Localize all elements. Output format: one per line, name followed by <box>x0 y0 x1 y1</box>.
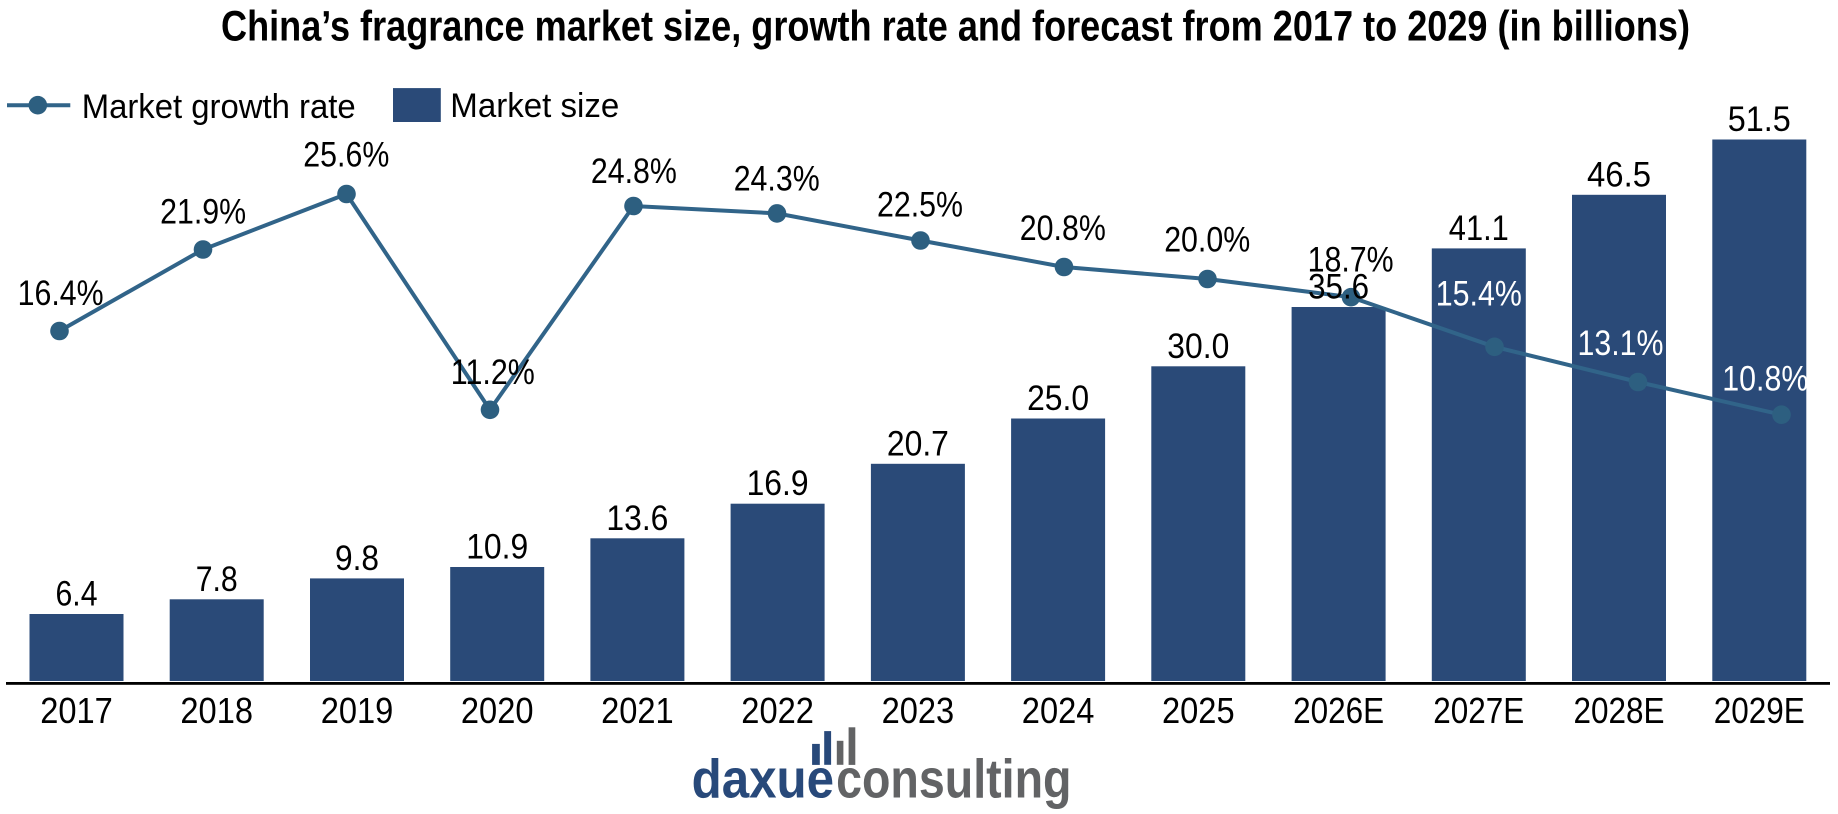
svg-text:China’s fragrance market size,: China’s fragrance market size, growth ra… <box>221 2 1690 50</box>
svg-text:2029E: 2029E <box>1714 690 1805 731</box>
svg-text:35.6: 35.6 <box>1308 268 1369 307</box>
svg-text:41.1: 41.1 <box>1449 209 1509 248</box>
svg-text:13.1%: 13.1% <box>1578 324 1664 363</box>
svg-text:6.4: 6.4 <box>56 575 98 614</box>
svg-text:21.9%: 21.9% <box>160 193 246 232</box>
svg-text:15.4%: 15.4% <box>1436 274 1522 313</box>
svg-text:2023: 2023 <box>882 690 955 731</box>
svg-text:18.7%: 18.7% <box>1308 240 1394 279</box>
svg-text:2027E: 2027E <box>1433 690 1524 731</box>
svg-text:10.8%: 10.8% <box>1722 359 1808 398</box>
svg-text:24.8%: 24.8% <box>591 152 677 191</box>
svg-text:24.3%: 24.3% <box>734 160 820 199</box>
svg-text:2028E: 2028E <box>1574 690 1665 731</box>
svg-text:Market size: Market size <box>450 87 619 125</box>
svg-text:10.9: 10.9 <box>466 528 528 567</box>
svg-text:9.8: 9.8 <box>335 539 379 578</box>
svg-text:25.0: 25.0 <box>1027 379 1089 418</box>
svg-text:20.8%: 20.8% <box>1020 209 1106 248</box>
svg-text:2022: 2022 <box>741 690 814 731</box>
svg-text:16.9: 16.9 <box>747 464 809 503</box>
svg-text:46.5: 46.5 <box>1587 155 1651 194</box>
svg-text:2024: 2024 <box>1022 690 1095 731</box>
svg-text:Market growth rate: Market growth rate <box>82 88 356 126</box>
svg-text:2020: 2020 <box>461 690 534 731</box>
svg-text:11.2%: 11.2% <box>451 353 535 392</box>
svg-text:2025: 2025 <box>1162 690 1235 731</box>
svg-text:daxue: daxue <box>692 747 834 809</box>
svg-text:20.7: 20.7 <box>887 424 949 463</box>
svg-text:51.5: 51.5 <box>1728 100 1791 139</box>
svg-text:2017: 2017 <box>40 690 113 731</box>
svg-text:25.6%: 25.6% <box>303 136 389 175</box>
svg-text:2026E: 2026E <box>1293 690 1384 731</box>
svg-text:13.6: 13.6 <box>606 499 668 538</box>
svg-text:20.0%: 20.0% <box>1164 220 1250 259</box>
svg-text:2019: 2019 <box>321 690 394 731</box>
svg-text:22.5%: 22.5% <box>877 185 963 224</box>
svg-text:consulting: consulting <box>836 747 1071 809</box>
svg-text:30.0: 30.0 <box>1167 327 1229 366</box>
svg-text:2021: 2021 <box>601 690 674 731</box>
svg-text:16.4%: 16.4% <box>18 274 104 313</box>
svg-text:2018: 2018 <box>180 690 253 731</box>
svg-text:7.8: 7.8 <box>196 560 238 599</box>
